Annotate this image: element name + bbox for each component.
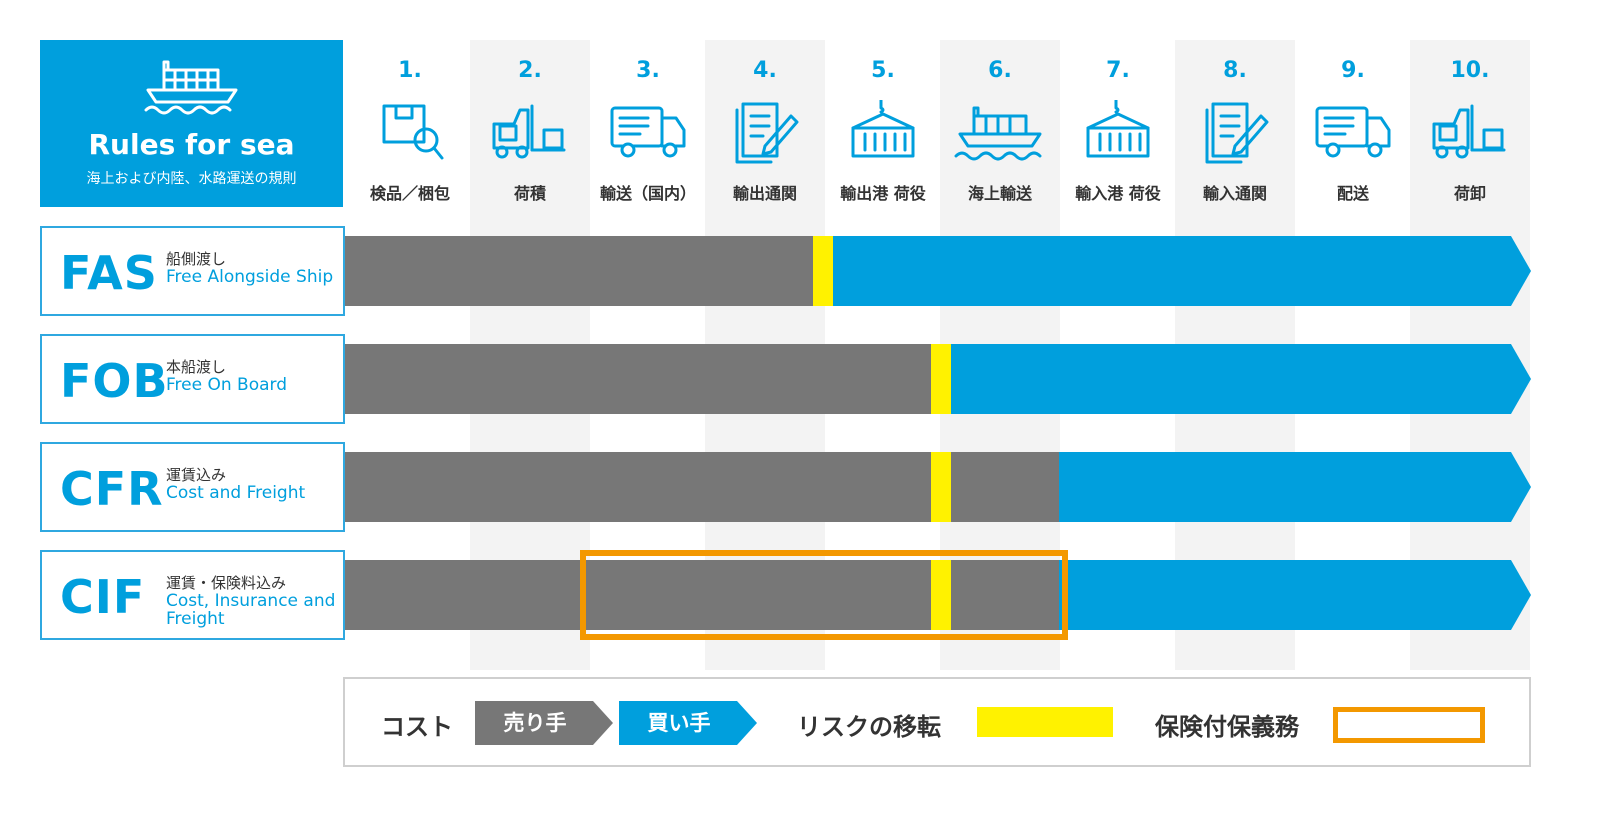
term-japanese: 本船渡し (166, 358, 227, 376)
term-japanese: 運賃・保険料込み (166, 574, 287, 592)
risk-transfer-marker (931, 344, 951, 414)
insurance-swatch (1333, 707, 1485, 743)
step-label: 荷積 (513, 184, 546, 203)
step-label: 検品／梱包 (369, 184, 450, 203)
term-cfr: CFR 運賃込み Cost and Freight (40, 442, 345, 532)
risk-transfer-marker (931, 452, 951, 522)
risk-transfer-marker (813, 236, 833, 306)
risk-transfer-marker (931, 560, 951, 630)
seller-cost-segment (345, 236, 815, 306)
step-number: 7. (1106, 58, 1130, 83)
term-english: Free Alongside Ship (166, 267, 334, 287)
legend-buyer-label: 買い手 (647, 711, 711, 735)
step-label: 海上輸送 (967, 184, 1032, 203)
step-number: 4. (753, 58, 777, 83)
step-number: 10. (1450, 58, 1490, 83)
container-crane-icon (851, 100, 915, 158)
bar-cfr (345, 452, 1531, 522)
ship-icon (144, 60, 238, 115)
step-number: 5. (871, 58, 895, 83)
seller-swatch (475, 701, 613, 745)
legend-cost-label: コスト (381, 713, 453, 741)
term-japanese: 運賃込み (166, 466, 227, 484)
term-english: Cost and Freight (166, 483, 306, 503)
step-number: 8. (1223, 58, 1247, 83)
term-code: FOB (60, 354, 169, 408)
term-japanese: 船側渡し (166, 250, 227, 268)
ship-icon (954, 106, 1042, 161)
step-number: 3. (636, 58, 660, 83)
document-icon (1205, 102, 1269, 164)
step-label: 輸入港 荷役 (1075, 184, 1161, 203)
document-icon (735, 102, 799, 164)
buyer-cost-segment (815, 236, 1531, 306)
buyer-swatch (619, 701, 757, 745)
term-code: CFR (60, 462, 164, 516)
step-label: 荷卸 (1453, 184, 1486, 203)
term-fas: FAS 船側渡し Free Alongside Ship (40, 226, 345, 316)
legend: コスト 売り手 買い手 リスクの移転 保険付保義務 (343, 677, 1531, 767)
bar-cif (345, 550, 1531, 640)
seller-cost-segment (345, 560, 1059, 630)
header-title: Rules for sea (88, 128, 295, 161)
term-cif: CIF 運賃・保険料込み Cost, Insurance and Freight (40, 550, 345, 640)
inspection-box-icon (382, 104, 444, 160)
risk-swatch (977, 707, 1113, 737)
bar-fob (345, 344, 1531, 414)
step-label: 輸送（国内） (599, 184, 696, 203)
term-english: Free On Board (166, 375, 288, 395)
term-code: CIF (60, 570, 146, 624)
truck-icon (610, 106, 686, 158)
step-number: 1. (398, 58, 422, 83)
term-fob: FOB 本船渡し Free On Board (40, 334, 345, 424)
insurance-obligation-frame (580, 550, 1068, 640)
step-label: 輸出港 荷役 (840, 184, 926, 203)
step-number: 6. (988, 58, 1012, 83)
step-number: 9. (1341, 58, 1365, 83)
term-english: Cost, Insurance and Freight (166, 591, 336, 629)
rules-header: Rules for sea 海上および内陸、水路運送の規則 (40, 40, 343, 207)
seller-cost-segment (345, 344, 935, 414)
forklift-icon (1432, 104, 1506, 159)
step-number: 2. (518, 58, 542, 83)
buyer-cost-segment (935, 344, 1531, 414)
container-crane-icon (1086, 100, 1150, 158)
buyer-cost-segment (1059, 452, 1531, 522)
step-label: 配送 (1336, 184, 1369, 203)
step-label: 輸出通関 (732, 184, 797, 203)
truck-icon (1315, 106, 1391, 158)
seller-cost-segment (345, 452, 1059, 522)
buyer-cost-segment (1059, 560, 1531, 630)
bar-fas (345, 236, 1531, 306)
forklift-icon (492, 104, 566, 159)
step-label: 輸入通関 (1202, 184, 1267, 203)
legend-seller-label: 売り手 (503, 711, 567, 735)
legend-insurance-label: 保険付保義務 (1155, 713, 1299, 741)
legend-risk-label: リスクの移転 (797, 713, 941, 741)
header-subtitle: 海上および内陸、水路運送の規則 (86, 171, 297, 187)
term-code: FAS (60, 246, 158, 300)
